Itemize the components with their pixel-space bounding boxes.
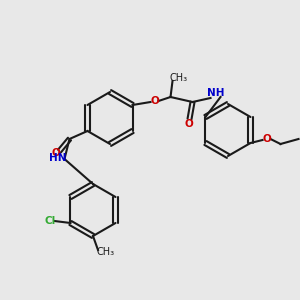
Text: O: O [184, 119, 193, 129]
Text: CH₃: CH₃ [169, 73, 188, 83]
Text: O: O [150, 96, 159, 106]
Text: O: O [262, 134, 271, 144]
Text: CH₃: CH₃ [97, 247, 115, 257]
Text: NH: NH [207, 88, 224, 98]
Text: Cl: Cl [45, 216, 56, 226]
Text: O: O [51, 148, 60, 158]
Text: HN: HN [49, 153, 66, 163]
